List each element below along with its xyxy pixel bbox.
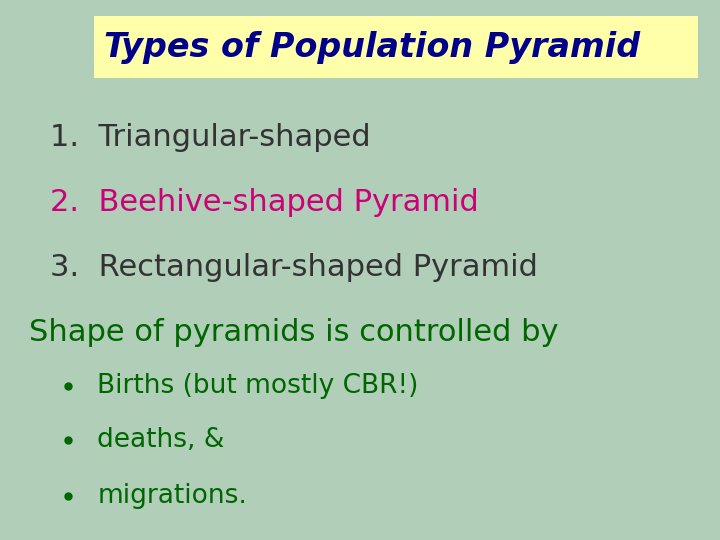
Text: 1.  Triangular-shaped: 1. Triangular-shaped (50, 123, 371, 152)
Text: Shape of pyramids is controlled by: Shape of pyramids is controlled by (29, 318, 558, 347)
Text: Births (but mostly CBR!): Births (but mostly CBR!) (97, 373, 418, 399)
Text: Types of Population Pyramid: Types of Population Pyramid (104, 31, 641, 64)
Text: migrations.: migrations. (97, 483, 247, 509)
Text: 3.  Rectangular-shaped Pyramid: 3. Rectangular-shaped Pyramid (50, 253, 539, 282)
FancyBboxPatch shape (94, 16, 698, 78)
Text: 2.  Beehive-shaped Pyramid: 2. Beehive-shaped Pyramid (50, 188, 479, 217)
Text: deaths, &: deaths, & (97, 427, 225, 453)
